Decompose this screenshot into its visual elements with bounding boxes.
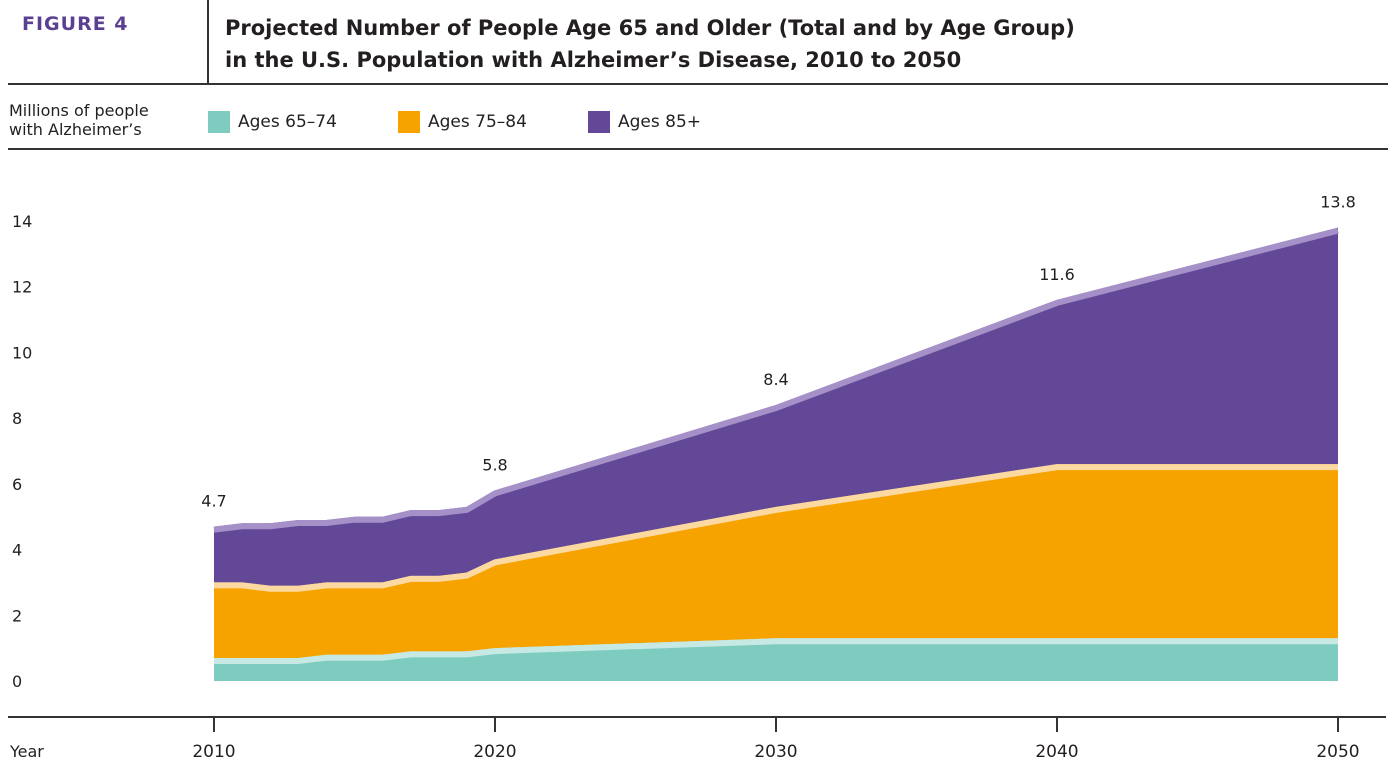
x-tick-label: 2010 [192, 742, 235, 762]
chart-title: Projected Number of People Age 65 and Ol… [225, 12, 1375, 76]
legend-swatch-ages-85-plus [588, 111, 610, 133]
total-data-label: 8.4 [763, 370, 788, 389]
x-tick-label: 2050 [1316, 742, 1359, 762]
legend-rule [8, 148, 1388, 150]
header-divider [207, 0, 209, 84]
chart-title-line-2: in the U.S. Population with Alzheimer’s … [225, 48, 962, 72]
y-tick-label: 14 [12, 212, 32, 231]
header-rule [8, 83, 1388, 85]
legend-label-ages-65-74: Ages 65–74 [238, 112, 337, 132]
legend-swatch-ages-65-74 [208, 111, 230, 133]
legend-label-ages-85-plus: Ages 85+ [618, 112, 702, 132]
total-data-label: 5.8 [482, 455, 507, 474]
y-tick-label: 2 [12, 606, 22, 625]
x-tick-label: 2020 [473, 742, 516, 762]
y-tick-label: 10 [12, 343, 32, 362]
total-data-label: 11.6 [1039, 265, 1075, 284]
y-axis-label: Millions of people with Alzheimer’s [9, 101, 149, 139]
y-tick-label: 12 [12, 278, 32, 297]
y-tick-label: 8 [12, 409, 22, 428]
total-data-label: 13.8 [1320, 193, 1356, 212]
area-edge-ages-65-74 [214, 638, 1338, 664]
total-data-label: 4.7 [201, 492, 226, 511]
y-tick-label: 0 [12, 672, 22, 691]
x-tick-label: 2030 [754, 742, 797, 762]
y-tick-label: 4 [12, 541, 22, 560]
area-edge-ages-75-84 [214, 464, 1338, 592]
y-tick-label: 6 [12, 475, 22, 494]
area-edge-ages-85-plus [213, 227, 1339, 533]
figure-label: FIGURE 4 [22, 13, 129, 35]
y-axis-label-line-2: with Alzheimer’s [9, 120, 142, 139]
area-ages-75-84 [214, 464, 1338, 658]
legend-label-ages-75-84: Ages 75–84 [428, 112, 527, 132]
legend-item-ages-75-84: Ages 75–84 [398, 110, 527, 134]
legend-item-ages-85-plus: Ages 85+ [588, 110, 701, 134]
legend-item-ages-65-74: Ages 65–74 [208, 110, 337, 134]
x-tick-label: 2040 [1035, 742, 1078, 762]
y-axis-label-line-1: Millions of people [9, 101, 149, 120]
legend-swatch-ages-75-84 [398, 111, 420, 133]
chart-title-line-1: Projected Number of People Age 65 and Ol… [225, 16, 1075, 40]
x-axis-label: Year [9, 742, 44, 761]
